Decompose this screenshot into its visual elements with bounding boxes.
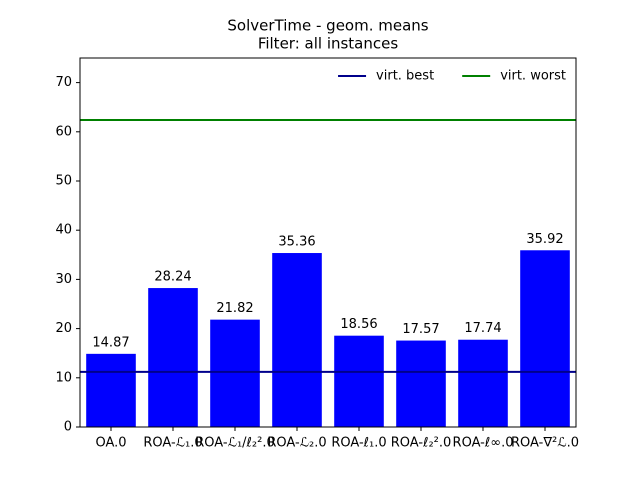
value-label: 17.74 (464, 321, 501, 336)
value-label: 14.87 (92, 335, 129, 350)
x-tick-label: OA.0 (95, 436, 126, 451)
value-label: 18.56 (340, 317, 377, 332)
x-tick-label: ROA-ℓ₁.0 (331, 436, 386, 451)
x-tick-label: ROA-ℒ₁.0 (143, 436, 202, 451)
x-tick-label: ROA-ℒ₁/ℓ₂².0 (195, 436, 275, 451)
y-tick-label: 70 (55, 75, 72, 90)
y-tick-label: 30 (55, 272, 72, 287)
value-label: 21.82 (216, 301, 253, 316)
plot-frame (79, 57, 577, 428)
bar (458, 339, 508, 427)
legend-label: virt. worst (500, 69, 566, 84)
bar (334, 335, 384, 427)
bar (210, 319, 260, 427)
value-label: 17.57 (402, 322, 439, 337)
chart-title: SolverTime - geom. means (227, 17, 428, 35)
y-tick-label: 60 (55, 124, 72, 139)
y-tick-label: 20 (55, 321, 72, 336)
y-tick-label: 0 (64, 420, 72, 435)
legend-label: virt. best (376, 69, 434, 84)
y-tick-label: 50 (55, 174, 72, 189)
value-label: 28.24 (154, 270, 191, 285)
bar (86, 353, 136, 427)
chart-subtitle: Filter: all instances (258, 35, 399, 53)
value-label: 35.92 (526, 232, 563, 247)
value-label: 35.36 (278, 235, 315, 250)
y-tick-label: 40 (55, 223, 72, 238)
x-tick-label: ROA-∇²ℒ.0 (511, 436, 579, 451)
x-tick-label: ROA-ℓ∞.0 (453, 436, 514, 451)
bar (520, 250, 570, 427)
bar (148, 288, 198, 427)
x-tick-label: ROA-ℓ₂².0 (391, 436, 452, 451)
bar (272, 253, 322, 427)
y-tick-label: 10 (55, 370, 72, 385)
bar (396, 340, 446, 427)
x-tick-label: ROA-ℒ₂.0 (267, 436, 326, 451)
